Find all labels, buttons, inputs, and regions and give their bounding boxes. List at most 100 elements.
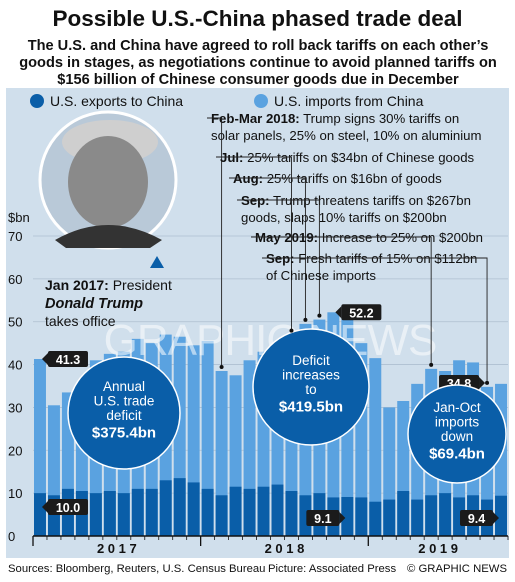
y-tick-label: 0 bbox=[8, 529, 15, 544]
export-bar bbox=[341, 497, 354, 536]
export-bar bbox=[271, 484, 284, 536]
import-bar bbox=[271, 349, 284, 536]
bubble-value: $69.4bn bbox=[429, 446, 485, 463]
bubble-text: to bbox=[305, 382, 316, 397]
bubble-text: deficit bbox=[106, 408, 142, 423]
annotation-line: May 2019: Increase to 25% on $200bn bbox=[255, 230, 483, 245]
export-bar bbox=[103, 491, 116, 536]
callout-pointer bbox=[335, 306, 342, 319]
import-bar bbox=[397, 401, 410, 536]
export-bar bbox=[383, 499, 396, 536]
export-bar bbox=[355, 497, 368, 536]
footer: Sources: Bloomberg, Reuters, U.S. Census… bbox=[6, 559, 509, 581]
callout-pointer bbox=[41, 353, 48, 365]
callout-value: 9.1 bbox=[314, 512, 331, 526]
timeline-annotation: Sep: Trump threatens tariffs on $267bn go… bbox=[237, 193, 471, 318]
annotation-line: Sep: Fresh tariffs of 15% on $112bn bbox=[266, 251, 477, 266]
callout-value: 10.0 bbox=[56, 501, 80, 515]
timeline-annotation: May 2019: Increase to 25% on $200bn bbox=[251, 230, 483, 367]
leader-line bbox=[216, 156, 292, 331]
value-callout: 10.0 bbox=[41, 499, 88, 515]
bubble-text: Annual bbox=[103, 379, 145, 394]
leader-line bbox=[262, 257, 488, 383]
callout-box bbox=[460, 510, 494, 526]
export-bar bbox=[187, 482, 200, 536]
value-callout: 52.2 bbox=[335, 304, 382, 321]
import-bar bbox=[229, 375, 242, 536]
export-bar bbox=[439, 493, 452, 536]
export-bar bbox=[285, 491, 298, 536]
export-bar bbox=[201, 488, 214, 536]
export-bar bbox=[257, 486, 270, 536]
portrait-face bbox=[68, 136, 148, 228]
annotation-line: of Chinese imports bbox=[266, 268, 376, 283]
export-bar bbox=[397, 491, 410, 536]
legend-swatch-imports bbox=[254, 94, 268, 108]
portrait-pointer bbox=[150, 256, 164, 268]
y-axis-label: $bn bbox=[8, 210, 30, 225]
year-label: 2 0 1 8 bbox=[265, 541, 305, 556]
annotation-line: Feb-Mar 2018: Trump signs 30% tariffs on bbox=[211, 111, 459, 126]
timeline-annotation: Sep: Fresh tariffs of 15% on $112bn of Ch… bbox=[262, 251, 490, 385]
import-bar bbox=[201, 341, 214, 536]
leader-dot bbox=[289, 328, 294, 333]
subtitle-line: $156 billion of Chinese consumer goods d… bbox=[57, 72, 459, 88]
export-bar bbox=[145, 488, 158, 536]
export-bar bbox=[243, 488, 256, 536]
import-bar bbox=[215, 371, 228, 536]
chart-subtitle: The U.S. and China have agreed to roll b… bbox=[18, 38, 498, 89]
bubble-value: $419.5bn bbox=[279, 399, 343, 416]
annotation-line: Sep: Trump threatens tariffs on $267bn bbox=[241, 193, 471, 208]
export-bar bbox=[229, 486, 242, 536]
y-tick-label: 50 bbox=[8, 315, 22, 330]
export-bar bbox=[425, 495, 438, 536]
year-label: 2 0 1 9 bbox=[418, 541, 458, 556]
export-bar bbox=[89, 493, 102, 536]
bubble-text: down bbox=[441, 429, 473, 444]
callout-box bbox=[47, 499, 88, 515]
leader-dot bbox=[303, 317, 308, 322]
legend-item-imports: U.S. imports from China bbox=[254, 93, 423, 109]
legend-label-imports: U.S. imports from China bbox=[274, 93, 424, 109]
export-bar bbox=[159, 480, 172, 536]
y-tick-label: 60 bbox=[8, 272, 22, 287]
bubble-text: imports bbox=[435, 415, 480, 430]
callout-pointer bbox=[479, 377, 486, 389]
import-bar bbox=[369, 358, 382, 536]
import-bar bbox=[34, 359, 46, 536]
import-bar bbox=[187, 345, 200, 536]
callout-box bbox=[47, 351, 88, 367]
y-tick-label: 10 bbox=[8, 486, 22, 501]
bubble-circle bbox=[407, 384, 507, 484]
value-callout: 9.1 bbox=[306, 510, 346, 526]
legend-swatch-exports bbox=[30, 94, 44, 108]
year-label: 2 0 1 7 bbox=[97, 541, 137, 556]
export-bar bbox=[411, 499, 424, 536]
picture-credit: Picture: Associated Press bbox=[268, 563, 397, 575]
export-bar bbox=[47, 495, 60, 536]
import-bar bbox=[257, 351, 270, 536]
callout-value: 41.3 bbox=[56, 353, 80, 367]
chart-legend: U.S. exports to China U.S. imports from … bbox=[10, 93, 505, 113]
copyright-credit: © GRAPHIC NEWS bbox=[407, 563, 507, 575]
chart-title: Possible U.S.-China phased trade deal bbox=[52, 6, 463, 31]
export-bar bbox=[173, 478, 186, 536]
callout-box bbox=[341, 304, 382, 321]
bubble-text: Deficit bbox=[292, 353, 330, 368]
callout-pointer bbox=[41, 501, 48, 513]
import-bar bbox=[61, 392, 74, 536]
timeline-annotation: Aug: 25% tariffs on $16bn of goods bbox=[229, 171, 442, 322]
callout-box bbox=[306, 510, 340, 526]
callout-value: 9.4 bbox=[468, 512, 485, 526]
trump-note-name: Donald Trump bbox=[45, 296, 143, 312]
bubble-value: $375.4bn bbox=[92, 425, 156, 442]
leader-line bbox=[207, 117, 223, 367]
callout-value: 52.2 bbox=[349, 306, 373, 320]
sources-text: Sources: Bloomberg, Reuters, U.S. Census… bbox=[8, 563, 266, 575]
leader-dot bbox=[485, 380, 490, 385]
trump-note-line: Jan 2017: President bbox=[45, 277, 172, 293]
